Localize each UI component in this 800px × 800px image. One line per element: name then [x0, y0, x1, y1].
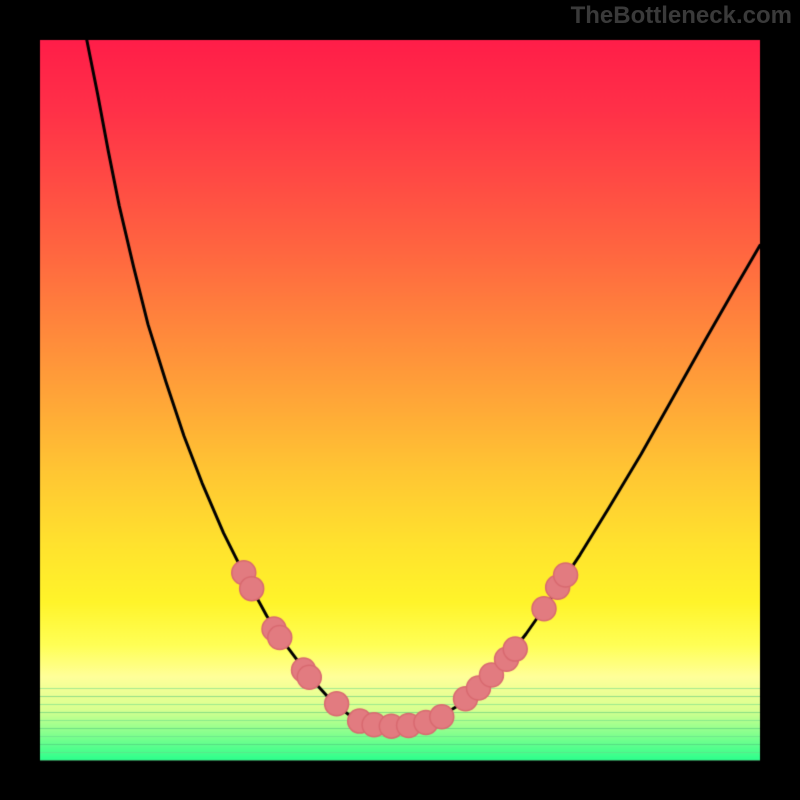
watermark-text: TheBottleneck.com: [571, 2, 792, 30]
chart-stage: TheBottleneck.com: [0, 0, 800, 800]
bottleneck-curve-chart: [0, 0, 800, 800]
